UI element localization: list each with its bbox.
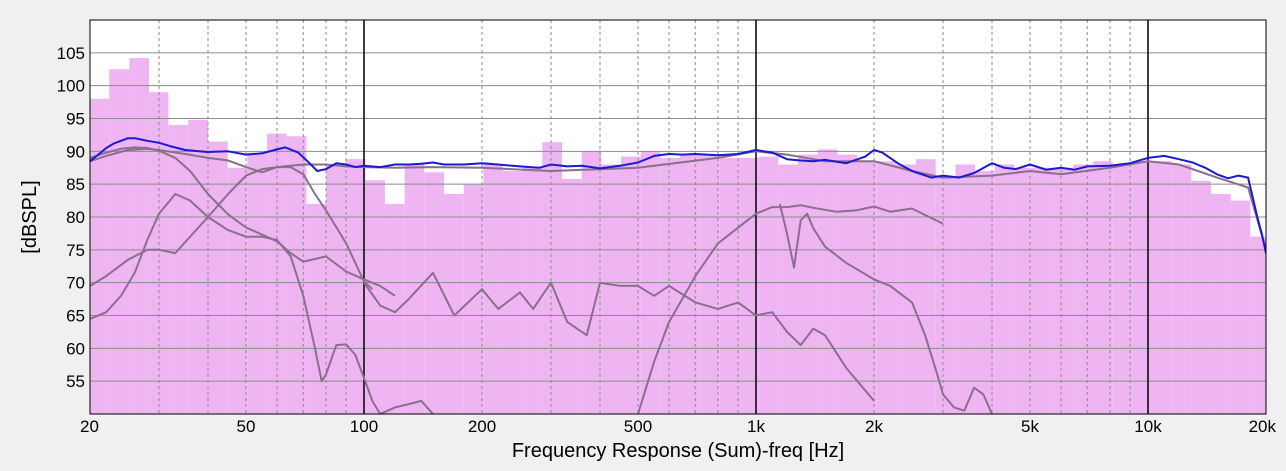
component-response-line — [90, 146, 396, 297]
level-bar — [857, 160, 877, 414]
level-bar — [1171, 164, 1192, 414]
level-bar — [463, 184, 484, 414]
level-bar — [1230, 200, 1251, 414]
y-tick-label: 100 — [57, 77, 85, 96]
level-bar — [168, 125, 189, 415]
level-bar — [1053, 167, 1074, 414]
level-bar — [798, 154, 818, 414]
level-bar — [149, 92, 169, 414]
level-bar — [483, 164, 504, 414]
component-response-line — [778, 203, 993, 414]
level-bar — [837, 154, 858, 414]
level-bar — [1250, 236, 1266, 414]
level-bar — [817, 149, 838, 414]
x-axis-label: Frequency Response (Sum)-freq [Hz] — [512, 440, 844, 462]
y-tick-label: 80 — [66, 208, 85, 227]
response-curves — [90, 137, 1266, 414]
level-bar — [188, 119, 209, 415]
level-bar — [384, 203, 405, 414]
y-tick-label: 55 — [66, 372, 85, 391]
level-bar — [975, 171, 995, 414]
component-response-line — [379, 399, 434, 414]
x-tick-label: 500 — [624, 417, 652, 436]
level-bar — [1211, 194, 1231, 414]
level-bar — [1073, 164, 1094, 414]
level-bar — [1093, 161, 1113, 414]
component-response-line — [90, 193, 382, 414]
level-bar — [247, 152, 268, 414]
level-bar — [503, 171, 523, 414]
level-bar — [227, 167, 248, 414]
sum-response-line — [90, 137, 1266, 254]
x-tick-label: 100 — [350, 417, 378, 436]
level-bar — [935, 177, 956, 414]
level-bar — [699, 153, 720, 414]
level-bar — [1014, 167, 1035, 414]
level-bar — [876, 161, 897, 414]
level-bar — [1132, 161, 1153, 414]
component-response-line — [90, 166, 373, 290]
component-response-line — [363, 271, 875, 402]
level-bar — [562, 178, 582, 414]
x-tick-label: 20k — [1249, 417, 1277, 436]
component-response-line — [90, 147, 1266, 251]
x-tick-label: 200 — [468, 417, 496, 436]
x-tick-labels: 20 50 100 200 500 1k 2k 5k 10k 20k — [80, 417, 1276, 436]
level-bar — [542, 142, 563, 414]
y-tick-label: 105 — [57, 44, 85, 63]
plot-border — [89, 19, 1267, 415]
x-tick-label: 10k — [1134, 417, 1162, 436]
y-tick-label: 60 — [66, 339, 85, 358]
level-bar — [109, 69, 130, 414]
level-bar — [1191, 180, 1212, 414]
y-tick-labels: 55 60 65 70 75 80 85 90 95 100 105 — [57, 44, 85, 391]
level-bar — [955, 164, 976, 414]
y-tick-label: 90 — [66, 142, 85, 161]
level-bar — [306, 203, 327, 414]
grid-lines — [90, 20, 1266, 414]
level-bar — [129, 58, 150, 414]
level-bar — [90, 98, 110, 415]
level-bar — [778, 164, 799, 414]
y-tick-label: 70 — [66, 274, 85, 293]
y-tick-label: 95 — [66, 110, 85, 129]
level-bar — [522, 166, 543, 414]
level-bar — [1152, 161, 1172, 414]
level-bar — [1034, 167, 1054, 414]
level-bar — [1112, 164, 1133, 414]
level-bar — [719, 157, 740, 414]
x-tick-label: 1k — [747, 417, 765, 436]
y-tick-label: 75 — [66, 241, 85, 260]
level-bar — [758, 156, 779, 414]
x-tick-label: 5k — [1021, 417, 1039, 436]
x-tick-label: 50 — [237, 417, 256, 436]
level-bar — [994, 164, 1015, 414]
y-tick-label: 65 — [66, 307, 85, 326]
level-bar — [916, 159, 936, 414]
level-bar — [404, 164, 425, 414]
level-bar — [326, 164, 346, 414]
level-bar — [424, 172, 445, 414]
x-tick-label: 20 — [80, 417, 99, 436]
x-tick-label: 2k — [865, 417, 883, 436]
y-tick-label: 85 — [66, 175, 85, 194]
level-bar — [444, 194, 464, 414]
level-bar — [601, 164, 621, 414]
level-bar — [896, 164, 917, 414]
level-bar — [208, 141, 228, 414]
component-response-line — [637, 204, 944, 414]
y-axis-label: [dBSPL] — [19, 180, 41, 253]
